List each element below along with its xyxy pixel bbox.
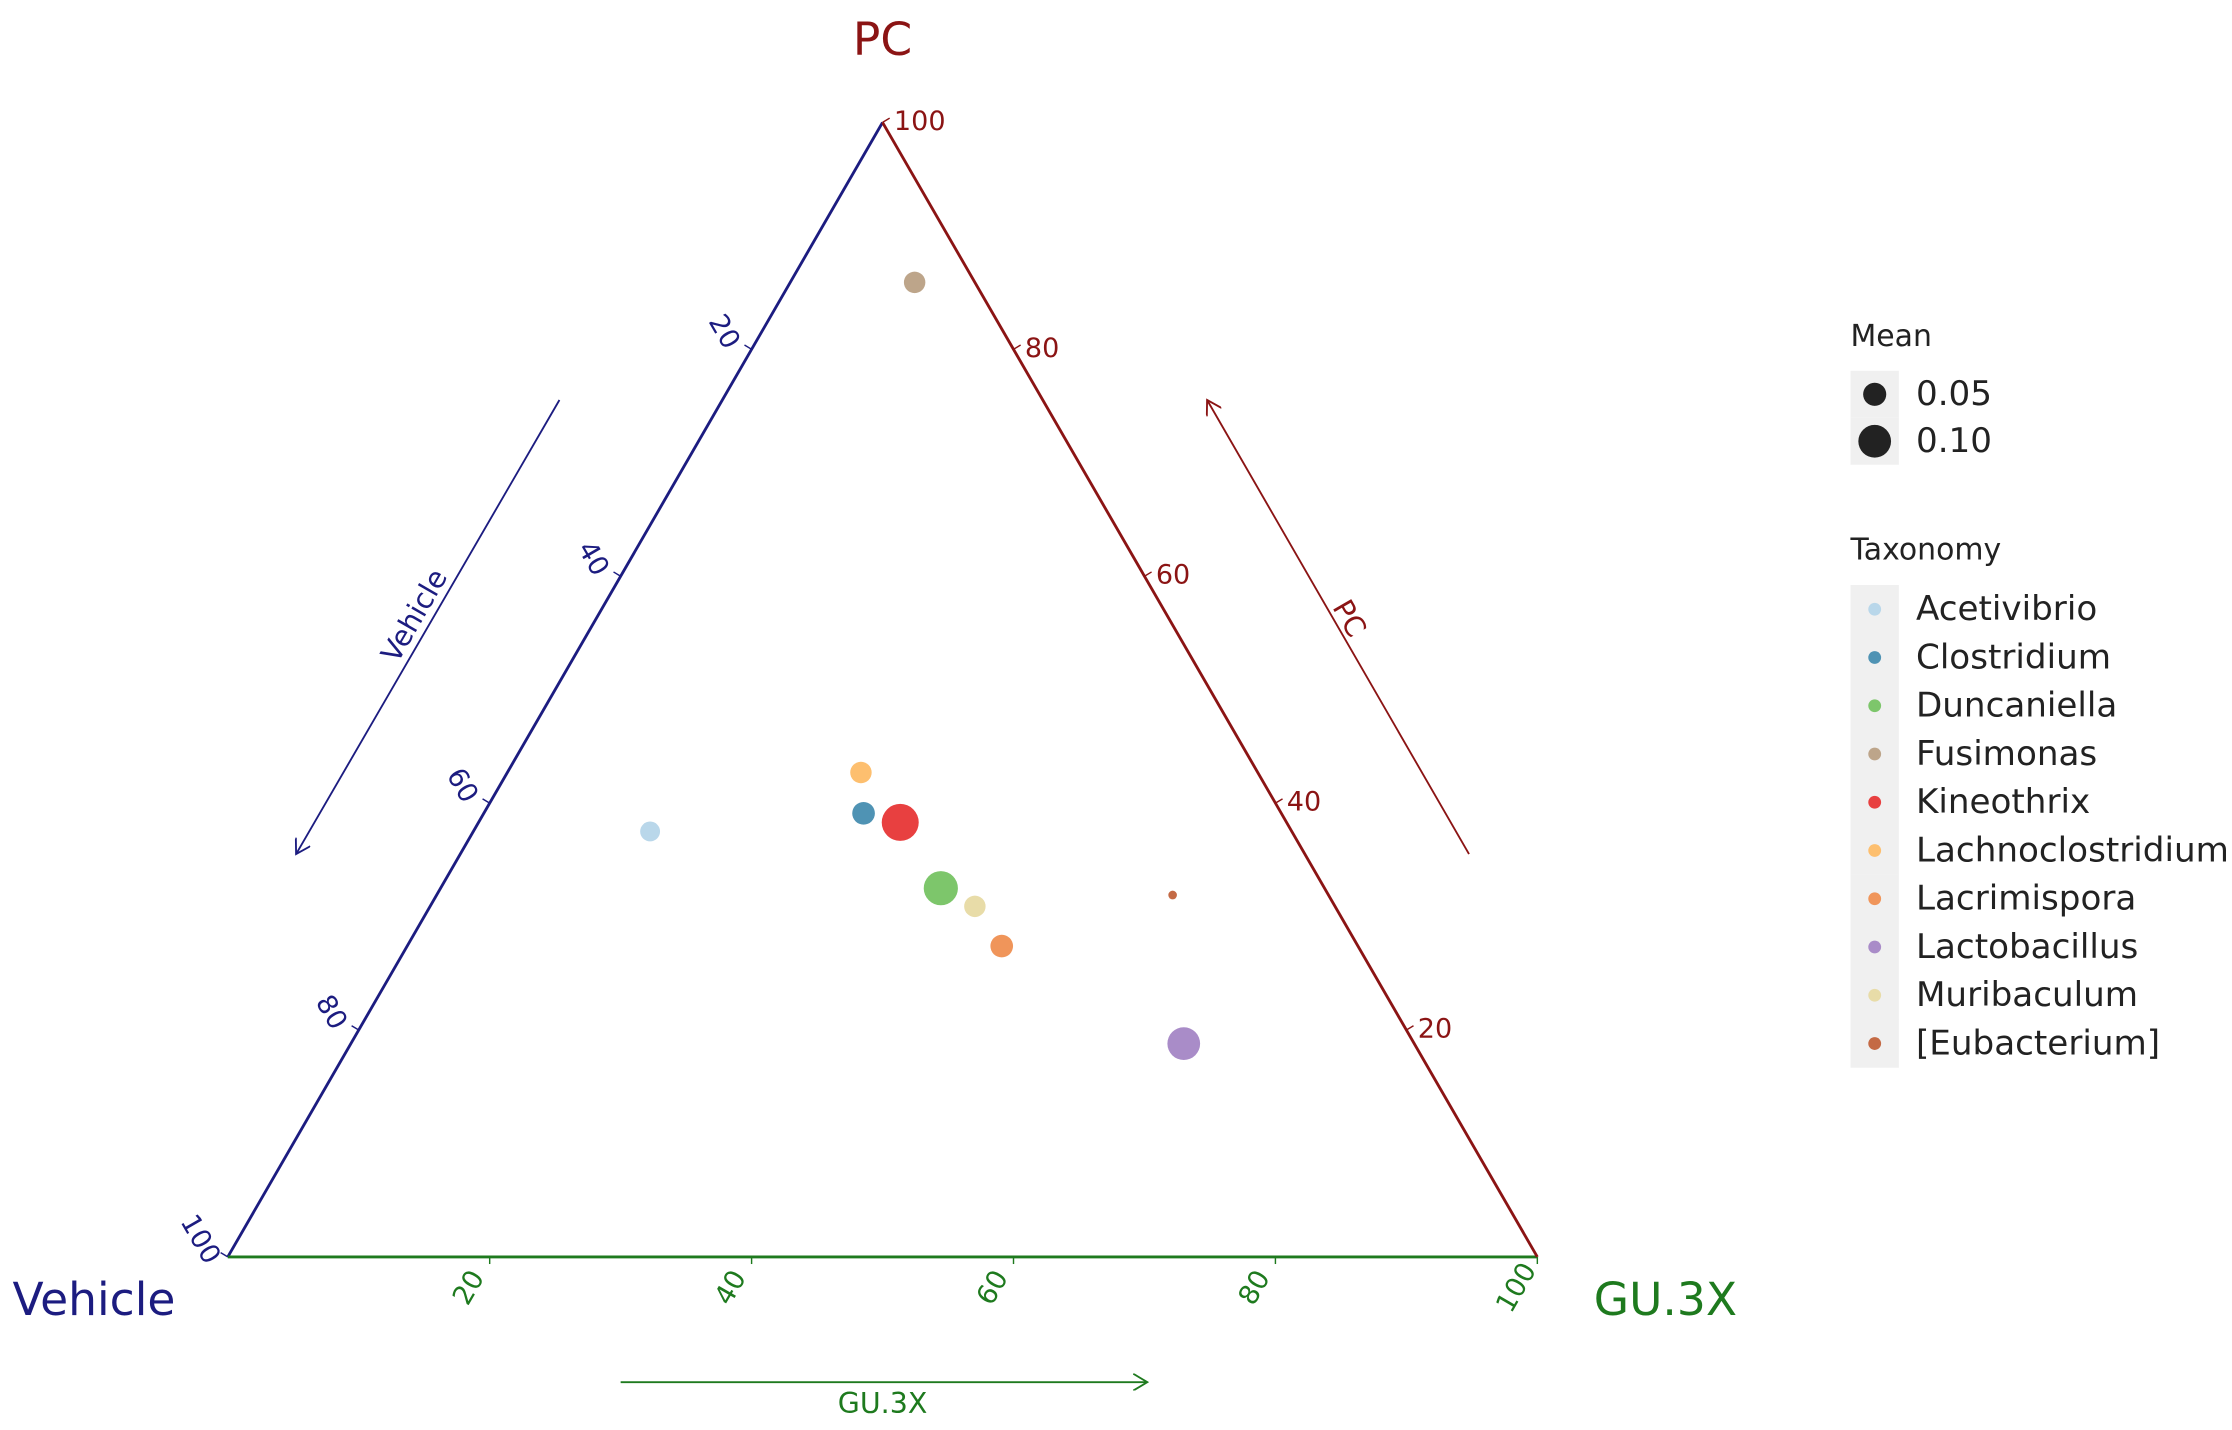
gu-tick-label: 40 [709, 1265, 753, 1310]
color-legend-key [1868, 988, 1882, 1002]
vehicle-tick [220, 1252, 229, 1258]
color-legend-key [1868, 892, 1882, 906]
color-legend-label: Muribaculum [1916, 975, 2138, 1015]
pc-vertex-label: PC [853, 13, 912, 66]
data-point [990, 934, 1014, 958]
size-legend-label: 0.05 [1916, 374, 1992, 414]
vehicle-tick-label: 100 [174, 1209, 227, 1269]
data-point [923, 871, 958, 906]
pc-tick [1406, 1025, 1414, 1031]
color-legend-label: Kineothrix [1916, 782, 2090, 822]
color-legend-title: Taxonomy [1850, 532, 2002, 567]
color-legend-key [1868, 699, 1882, 713]
size-legend-key [1863, 382, 1887, 406]
pc-tick-label: 100 [894, 106, 946, 137]
vehicle-vertex-label: Vehicle [13, 1273, 176, 1326]
color-legend-label: Duncaniella [1916, 686, 2117, 726]
gu-vertex-label: GU.3X [1594, 1273, 1737, 1326]
pc-tick-label: 20 [1418, 1014, 1452, 1045]
vehicle-tick [744, 344, 752, 350]
gu-tick-label: 80 [1233, 1265, 1277, 1310]
pc-tick-label: 60 [1156, 560, 1190, 591]
color-legend-label: Lacrimispora [1916, 879, 2136, 919]
gu-tick-label: 20 [447, 1265, 491, 1310]
vehicle-tick-label: 60 [440, 763, 484, 808]
vehicle-tick [482, 798, 491, 804]
pc-tick-label: 80 [1025, 333, 1059, 364]
pc-tick [1013, 344, 1021, 350]
pc-arrow-label: PC [1326, 594, 1373, 643]
size-legend-title: Mean [1851, 319, 1932, 354]
data-point [903, 271, 926, 294]
color-legend-key [1868, 651, 1882, 664]
data-point [964, 895, 986, 918]
vehicle-axis [226, 121, 884, 1258]
pc-tick [882, 117, 891, 124]
vehicle-arrow [296, 399, 561, 854]
pc-axis [881, 121, 1539, 1258]
color-legend-label: Lactobacillus [1916, 927, 2138, 967]
color-legend-key [1868, 747, 1882, 761]
color-legend-key [1868, 1037, 1882, 1050]
vehicle-tick-label: 80 [309, 990, 353, 1035]
color-legend-label: Acetivibrio [1916, 589, 2097, 629]
vehicle-tick-label: 40 [571, 536, 615, 581]
pc-tick [1144, 571, 1152, 577]
color-legend-key [1868, 602, 1882, 616]
data-point [852, 801, 875, 825]
vehicle-arrow-label: Vehicle [375, 563, 454, 668]
pc-tick-label: 40 [1287, 787, 1321, 818]
vehicle-tick [613, 571, 622, 577]
gu-tick-label: 60 [971, 1265, 1015, 1310]
data-point [850, 761, 872, 784]
gu-arrow-label: GU.3X [838, 1387, 928, 1420]
data-point [1168, 890, 1177, 900]
data-point [881, 803, 919, 841]
pc-tick [1275, 798, 1283, 804]
color-legend-label: Lachnoclostridium [1916, 830, 2229, 870]
color-legend-label: Clostridium [1916, 637, 2111, 677]
vehicle-tick [351, 1025, 360, 1031]
size-legend-label: 0.10 [1916, 421, 1992, 461]
data-point [1167, 1027, 1201, 1060]
color-legend-key [1868, 940, 1882, 954]
pc-arrow [1207, 400, 1470, 855]
data-point [640, 821, 661, 842]
color-legend-key [1868, 795, 1882, 809]
vehicle-tick-label: 20 [702, 309, 746, 354]
color-legend-label: Fusimonas [1916, 734, 2097, 774]
color-legend-label: [Eubacterium] [1916, 1023, 2160, 1063]
gu-tick-label: 100 [1490, 1258, 1543, 1318]
color-legend-key [1868, 844, 1882, 857]
size-legend-key [1858, 424, 1892, 458]
